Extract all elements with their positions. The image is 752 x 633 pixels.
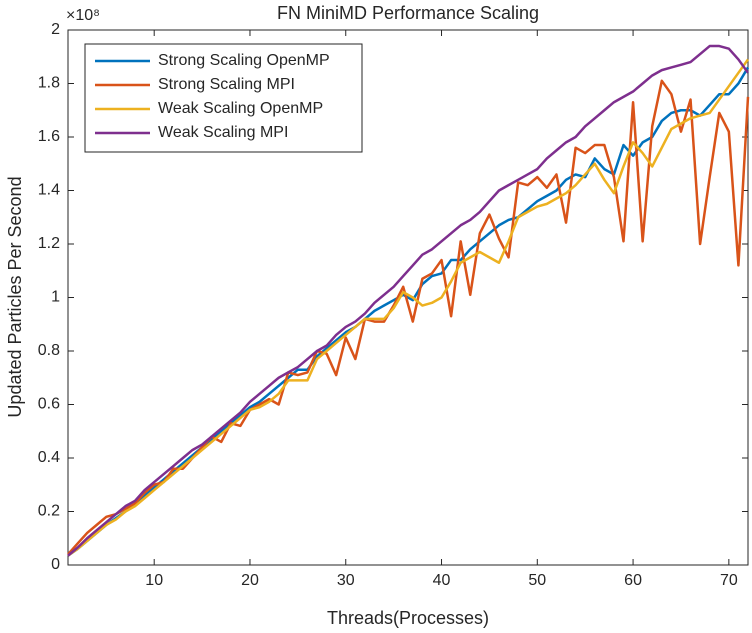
legend-label: Strong Scaling OpenMP: [158, 52, 330, 69]
y-exponent: ×10⁸: [66, 7, 100, 24]
x-tick-label: 60: [624, 572, 642, 589]
x-tick-label: 40: [433, 572, 451, 589]
y-tick-label: 0.2: [38, 503, 60, 520]
x-tick-label: 10: [145, 572, 163, 589]
y-tick-label: 0: [51, 556, 60, 573]
data-line: [67, 44, 750, 557]
y-tick-label: 1.6: [38, 128, 60, 145]
y-tick-label: 0.8: [38, 342, 60, 359]
legend-label: Weak Scaling OpenMP: [158, 100, 323, 117]
y-tick-label: 1.4: [38, 182, 60, 199]
x-axis-label: Threads(Processes): [327, 608, 489, 628]
data-line: [67, 58, 750, 557]
data-line: [67, 66, 750, 557]
legend-label: Weak Scaling MPI: [158, 124, 288, 141]
y-tick-label: 1: [51, 289, 60, 306]
x-tick-label: 20: [241, 572, 259, 589]
y-tick-label: 1.2: [38, 235, 60, 252]
x-tick-label: 30: [337, 572, 355, 589]
legend: Strong Scaling OpenMP Strong Scaling MPI W…: [84, 43, 363, 153]
y-tick-label: 0.6: [38, 396, 60, 413]
y-tick-label: 1.8: [38, 75, 60, 92]
y-tick-label: 2: [51, 21, 60, 38]
y-axis-label: Updated Particles Per Second: [5, 176, 25, 417]
legend-label: Strong Scaling MPI: [158, 76, 295, 93]
chart-title: FN MiniMD Performance Scaling: [277, 3, 539, 23]
x-tick-label: 50: [528, 572, 546, 589]
x-tick-label: 70: [720, 572, 738, 589]
y-tick-label: 0.4: [38, 449, 60, 466]
